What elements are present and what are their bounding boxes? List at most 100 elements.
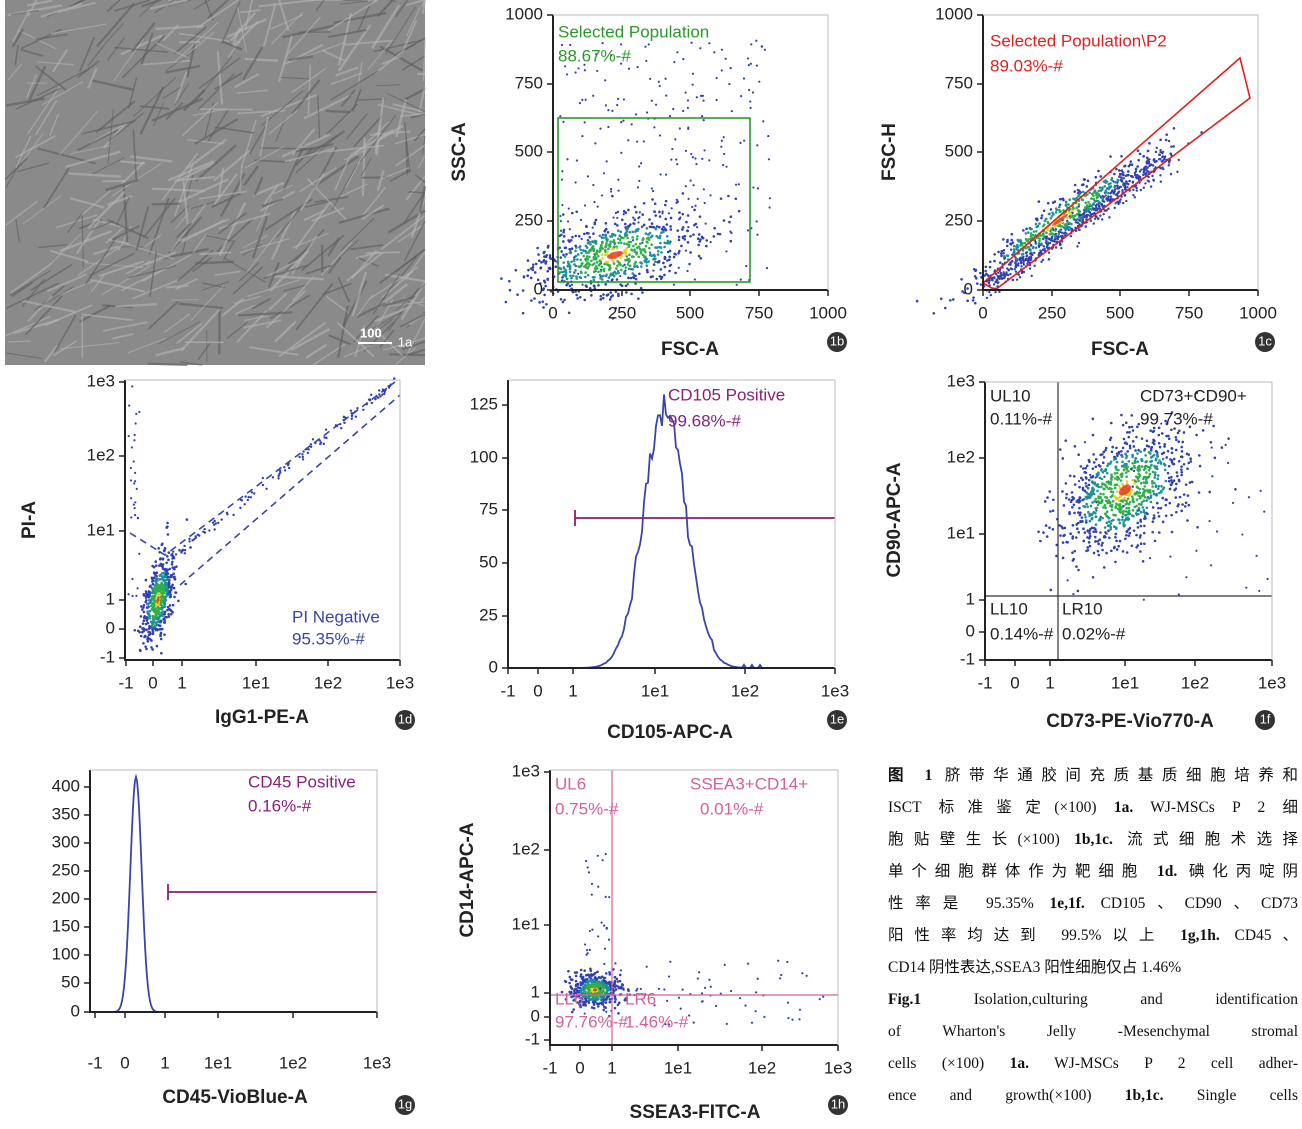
event-dot (213, 528, 215, 530)
event-dot (595, 998, 598, 1001)
event-dot (664, 204, 667, 207)
event-dot (312, 438, 314, 440)
event-dot (681, 228, 684, 231)
event-dot (632, 239, 634, 241)
event-dot (693, 209, 696, 212)
event-dot (547, 245, 550, 248)
event-dot (997, 271, 999, 273)
event-dot (1152, 517, 1155, 520)
event-dot (1145, 460, 1148, 463)
event-dot (134, 501, 136, 503)
event-dot (1177, 503, 1180, 506)
event-dot (154, 580, 157, 583)
event-dot (1163, 445, 1166, 448)
event-dot (1017, 239, 1020, 242)
event-dot (1066, 216, 1069, 219)
event-dot (1097, 503, 1100, 506)
event-dot (584, 271, 587, 274)
event-dot (606, 160, 608, 162)
event-dot (1116, 491, 1119, 494)
event-dot (607, 231, 610, 234)
event-dot (500, 277, 503, 280)
event-dot (605, 242, 608, 245)
y-tick-label: 75 (479, 499, 498, 518)
event-dot (163, 613, 166, 616)
event-dot (1079, 520, 1082, 523)
event-dot (993, 283, 995, 285)
event-dot (1131, 462, 1134, 465)
x-tick-label: 1e1 (242, 673, 270, 692)
event-dot (1164, 480, 1167, 483)
event-dot (585, 999, 588, 1002)
event-dot (161, 543, 164, 546)
event-dot (1040, 250, 1043, 253)
event-dot (671, 207, 673, 209)
event-dot (134, 434, 136, 436)
event-dot (1093, 461, 1096, 464)
event-dot (1168, 438, 1171, 441)
event-dot (170, 613, 173, 616)
event-dot (1131, 479, 1134, 482)
event-dot (1191, 481, 1194, 484)
caption-line: 图 1 脐带华通胶间充质基质细胞培养和 (888, 760, 1298, 792)
event-dot (134, 480, 136, 482)
event-dot (1088, 191, 1091, 194)
event-dot (1125, 534, 1128, 537)
event-dot (575, 181, 577, 183)
event-dot (620, 969, 622, 971)
event-dot (986, 297, 988, 299)
event-dot (614, 976, 616, 978)
event-dot (620, 43, 622, 45)
event-dot (600, 990, 603, 993)
event-dot (1157, 507, 1160, 510)
event-dot (1076, 218, 1079, 221)
event-dot (1175, 487, 1178, 490)
event-dot (149, 600, 152, 603)
event-dot (1158, 434, 1161, 437)
event-dot (689, 235, 692, 238)
event-dot (616, 978, 619, 981)
event-dot (143, 615, 146, 618)
event-dot (1085, 521, 1087, 523)
event-dot (678, 218, 681, 221)
event-dot (569, 228, 571, 230)
event-dot (130, 467, 132, 469)
event-dot (626, 243, 629, 246)
event-dot (1171, 447, 1174, 450)
event-dot (1122, 424, 1125, 427)
event-dot (1114, 207, 1116, 209)
event-dot (1153, 443, 1156, 446)
event-dot (1132, 486, 1134, 488)
event-dot (767, 135, 769, 137)
event-dot (1118, 190, 1120, 192)
event-dot (1088, 532, 1091, 535)
gate-label: 89.03%-# (990, 56, 1063, 75)
event-dot (623, 272, 626, 275)
event-dot (133, 460, 135, 462)
event-dot (567, 970, 570, 973)
event-dot (1140, 168, 1142, 170)
event-dot (1094, 512, 1097, 515)
event-dot (1022, 253, 1025, 256)
event-dot (605, 104, 607, 106)
event-dot (1018, 258, 1021, 261)
event-dot (617, 294, 620, 297)
event-dot (128, 404, 130, 406)
event-dot (599, 127, 601, 129)
event-dot (585, 285, 588, 288)
event-dot (1153, 476, 1156, 479)
event-dot (1150, 460, 1153, 463)
event-dot (1245, 587, 1247, 589)
event-dot (610, 190, 612, 192)
event-dot (1150, 501, 1153, 504)
event-dot (1013, 245, 1016, 248)
event-dot (645, 60, 647, 62)
event-dot (1086, 506, 1089, 509)
event-dot (1128, 165, 1131, 168)
event-dot (587, 175, 589, 177)
event-dot (694, 157, 696, 159)
event-dot (1121, 483, 1124, 486)
event-dot (1143, 168, 1146, 171)
event-dot (705, 245, 708, 248)
event-dot (1181, 450, 1184, 453)
